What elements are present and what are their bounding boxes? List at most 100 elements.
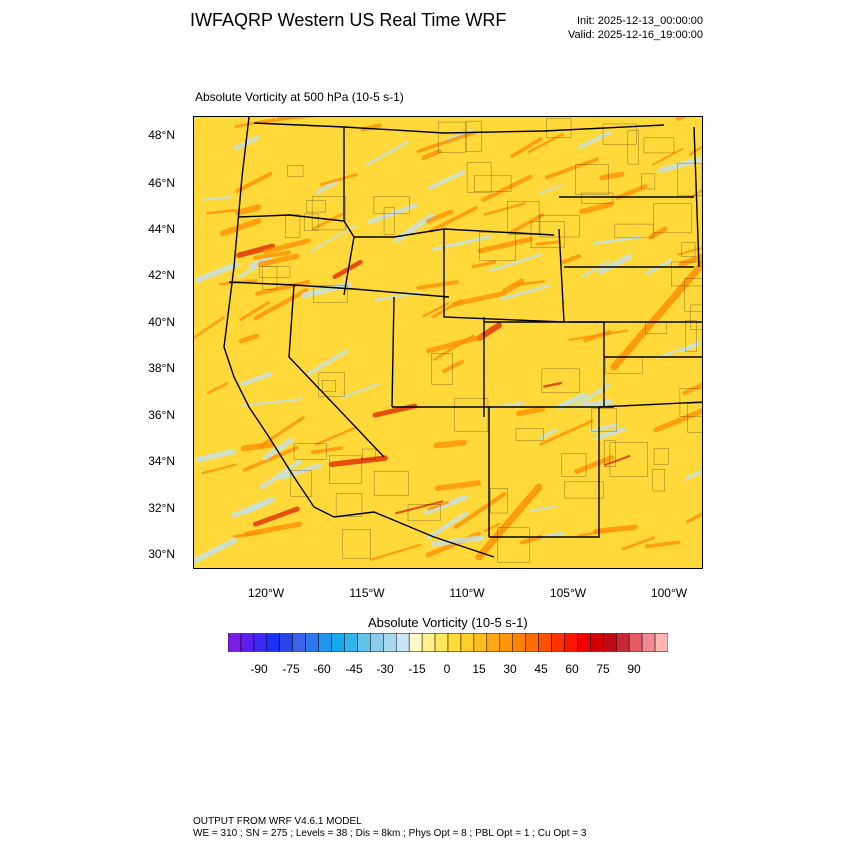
county-outline [541,368,580,393]
county-outline [262,266,278,290]
colorbar-swatch [473,633,488,652]
vorticity-streak [644,540,681,549]
county-outline [602,123,637,145]
colorbar-swatch [305,633,319,652]
canada-border [253,122,665,134]
vorticity-streak [658,156,702,173]
vorticity-streak [542,381,562,388]
county-outline [575,164,609,195]
colorbar-label: 0 [443,662,451,676]
vorticity-streak [206,382,229,395]
county-outline [313,285,348,303]
colorbar-swatch [421,633,436,652]
vorticity-streak [538,184,563,195]
colorbar-label: 60 [565,662,579,676]
county-outline [305,200,326,213]
vorticity-streak [573,383,611,409]
lat-tick-label: 44°N [148,222,175,236]
vorticity-streak [682,382,702,396]
vorticity-streak [261,117,303,124]
county-outline [652,469,666,492]
county-outline [479,232,516,261]
vorticity-streak [453,491,507,529]
colorbar-label: 90 [627,662,641,676]
vorticity-streak [529,505,557,512]
colorbar-swatch [383,633,397,652]
vorticity-streak [194,316,225,339]
vorticity-streak [315,179,339,195]
county-outline [287,165,304,177]
vorticity-streak [451,290,507,307]
map-canvas [194,117,702,568]
vorticity-streak [684,468,702,481]
vorticity-streak [604,455,631,466]
lon-tick-label: 120°W [247,586,285,600]
county-outline [362,448,376,460]
county-outline [373,196,410,214]
vorticity-streak [253,250,292,260]
field-label: Absolute Vorticity at 500 hPa (10-5 s-1) [195,90,404,104]
vorticity-streak [421,148,442,161]
colorbar-swatch [331,633,345,652]
lat-tick-label: 46°N [148,176,175,190]
colorbar-label: -30 [376,662,394,676]
vorticity-streak [477,236,533,254]
vorticity-streak [220,218,262,237]
county-outline [591,408,618,432]
colorbar-label: 15 [472,662,486,676]
vorticity-streak [433,439,467,449]
footer-line-1: OUTPUT FROM WRF V4.6.1 MODEL [193,816,362,827]
colorbar-swatch [577,633,591,652]
colorbar-swatch [551,633,565,652]
vorticity-streak [582,260,609,278]
state-borders [223,117,702,558]
vorticity-streak [597,253,633,275]
vorticity-map [193,116,703,569]
county-outline [671,261,702,287]
county-outline [605,356,643,374]
county-outline [645,321,667,334]
idaho-outline [343,127,355,296]
colorbar-swatch [603,633,617,652]
colorbar-label: 75 [596,662,610,676]
colorbar-swatch [253,633,268,652]
vorticity-streak [395,500,444,515]
vorticity-streak [201,463,237,475]
vorticity-streak [310,446,343,454]
colorbar-swatch [434,633,449,652]
county-outline [603,440,616,467]
vorticity-streak [480,174,533,203]
vorticity-streak [677,246,702,256]
vorticity-streak [500,284,551,301]
county-outline [690,304,702,330]
county-outline [304,213,319,231]
chart-title: IWFAQRP Western US Real Time WRF [190,10,507,30]
county-outline [466,162,492,193]
vorticity-streak [262,437,294,461]
colorbar-swatch [460,633,475,652]
vorticity-streak [483,202,526,216]
county-outline [643,137,675,154]
lat-tick-label: 42°N [148,268,175,282]
county-outline [684,278,702,312]
colorbar-label: -15 [408,662,426,676]
county-outline [581,192,614,204]
vorticity-streak [300,281,352,299]
vorticity-streak [263,238,311,255]
pacific-coastline [223,117,335,518]
colorbar [228,633,668,652]
vorticity-streak [234,135,260,151]
vorticity-streak [615,184,648,200]
vorticity-band [610,259,702,371]
county-outline [679,388,702,417]
vorticity-streak [583,399,613,408]
vorticity-streak [429,206,478,233]
vorticity-streak [253,288,309,321]
vorticity-streak [332,259,363,279]
model-footer: OUTPUT FROM WRF V4.6.1 MODEL WE = 310 ; … [193,816,586,840]
lat-tick-label: 32°N [148,501,175,515]
colorbar-label: -75 [282,662,300,676]
county-outline [627,130,639,165]
vorticity-streak [241,441,275,452]
vorticity-streak [278,463,322,480]
